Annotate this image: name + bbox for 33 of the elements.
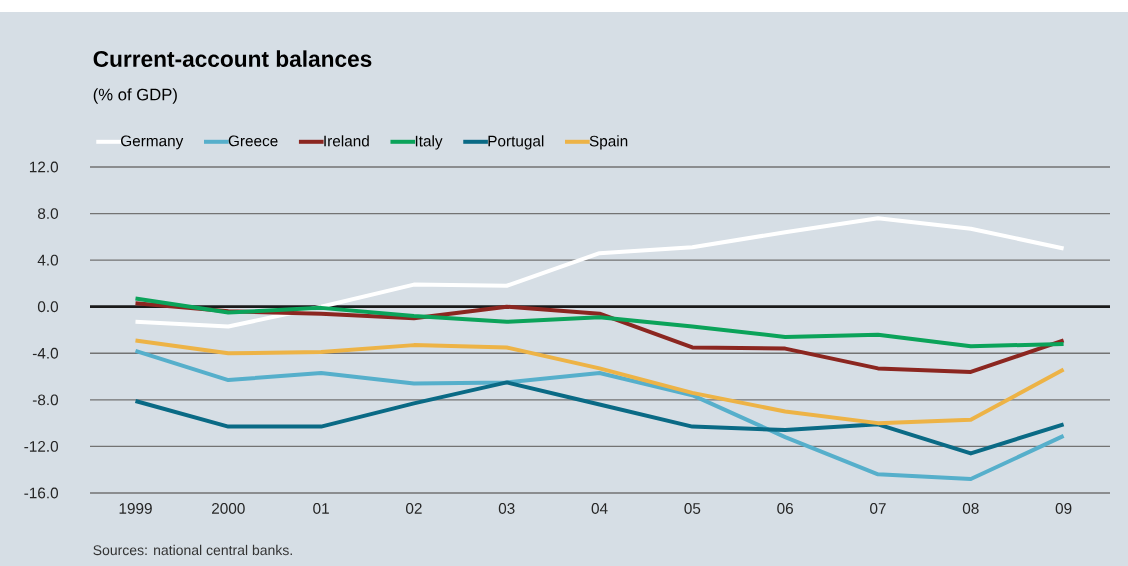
source-note: Sources: national central banks.	[93, 544, 292, 556]
x-tick-label: 02	[406, 503, 422, 514]
chart-title: Current-account balances	[93, 50, 372, 67]
line-series	[133, 216, 1066, 329]
x-tick-label: 05	[684, 503, 701, 514]
y-tick-label: 0.0	[37, 301, 59, 313]
y-tick-label: 8.0	[37, 208, 59, 219]
legend-label: Ireland	[324, 135, 369, 147]
y-tick-label: -16.0	[24, 487, 59, 499]
x-tick-label: 2000	[212, 503, 245, 514]
y-tick-label: -4.0	[32, 347, 59, 359]
y-tick-label: 4.0	[37, 254, 59, 266]
line-series	[133, 296, 1066, 349]
x-tick-label: 08	[962, 503, 979, 514]
legend-label: Greece	[228, 135, 278, 147]
y-tick-label: 12.0	[29, 161, 59, 173]
x-tick-label: 1999	[119, 503, 152, 514]
x-tick-label: 09	[1055, 503, 1072, 514]
y-tick-label: -12.0	[24, 440, 59, 452]
x-tick-label: 07	[870, 503, 886, 514]
x-tick-label: 03	[498, 503, 515, 514]
line-series	[133, 348, 1066, 482]
x-tick-label: 06	[777, 503, 793, 514]
line-series	[133, 338, 1066, 426]
legend-label: Portugal	[488, 135, 544, 150]
line-series	[133, 380, 1066, 456]
y-tick-label: -8.0	[32, 394, 59, 406]
x-tick-label: 04	[591, 503, 608, 514]
x-tick-label: 01	[313, 503, 329, 514]
chart-subtitle: (% of GDP)	[93, 88, 177, 104]
legend-label: Spain	[589, 135, 628, 150]
legend-label: Germany	[121, 135, 184, 150]
legend-label: Italy	[415, 135, 443, 150]
